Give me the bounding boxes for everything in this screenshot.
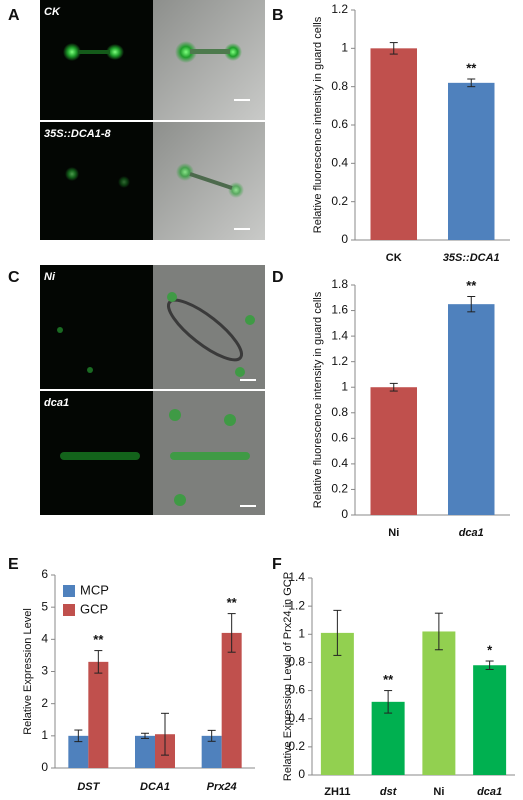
y-tick-label: 1 bbox=[41, 728, 48, 742]
y-tick-label: 0.8 bbox=[288, 655, 305, 669]
panel-label: F bbox=[272, 556, 282, 573]
x-tick-label: CK bbox=[386, 252, 402, 264]
y-tick-label: 0.8 bbox=[331, 405, 348, 419]
significance-label: ** bbox=[93, 632, 104, 647]
bar bbox=[320, 632, 354, 775]
bar bbox=[221, 632, 242, 768]
bar bbox=[448, 304, 495, 515]
y-tick-label: 2 bbox=[41, 696, 48, 710]
significance-label: ** bbox=[466, 278, 477, 293]
y-tick-label: 0.6 bbox=[331, 117, 348, 131]
x-tick-label: Ni bbox=[433, 786, 444, 798]
bar bbox=[135, 735, 155, 768]
y-tick-label: 0.4 bbox=[288, 711, 305, 725]
x-tick-label: DCA1 bbox=[140, 781, 170, 793]
legend-label: GCP bbox=[80, 601, 108, 616]
y-tick-label: 0.6 bbox=[288, 683, 305, 697]
y-tick-label: 1.2 bbox=[331, 354, 348, 368]
bar bbox=[370, 48, 417, 241]
bar bbox=[88, 661, 109, 768]
micrograph-c bbox=[40, 265, 265, 515]
y-tick-label: 1 bbox=[341, 41, 348, 55]
y-tick-label: 3 bbox=[41, 664, 48, 678]
micrograph-a bbox=[40, 0, 265, 240]
x-tick-label: Prx24 bbox=[207, 781, 237, 793]
bar bbox=[422, 631, 456, 775]
significance-label: ** bbox=[227, 595, 238, 610]
y-tick-label: 1.8 bbox=[331, 277, 348, 291]
significance-label: ** bbox=[383, 672, 394, 687]
y-tick-label: 1.2 bbox=[331, 2, 348, 16]
y-tick-label: 4 bbox=[41, 632, 48, 646]
image-label: CK bbox=[44, 6, 61, 18]
x-tick-label: 35S::DCA1 bbox=[443, 252, 500, 264]
x-tick-label: dst bbox=[380, 786, 398, 798]
y-tick-label: 1.4 bbox=[331, 328, 348, 342]
y-tick-label: 0.2 bbox=[331, 482, 348, 496]
y-tick-label: 0.2 bbox=[288, 739, 305, 753]
x-tick-label: DST bbox=[77, 781, 100, 793]
legend-swatch bbox=[63, 585, 75, 597]
y-tick-label: 0.8 bbox=[331, 79, 348, 93]
y-tick-label: 0 bbox=[41, 760, 48, 774]
y-tick-label: 0.2 bbox=[331, 194, 348, 208]
legend-label: MCP bbox=[80, 582, 109, 597]
y-tick-label: 1.2 bbox=[288, 598, 305, 612]
x-tick-label: ZH11 bbox=[324, 786, 350, 798]
y-tick-label: 0.4 bbox=[331, 156, 348, 170]
bar bbox=[473, 665, 507, 775]
bar bbox=[201, 735, 222, 768]
bar bbox=[68, 735, 89, 768]
y-tick-label: 1 bbox=[298, 626, 305, 640]
panel-label: D bbox=[272, 269, 284, 286]
panel-label: C bbox=[8, 269, 20, 286]
y-tick-label: 5 bbox=[41, 599, 48, 613]
bar bbox=[370, 387, 417, 515]
significance-label: ** bbox=[466, 60, 477, 75]
x-tick-label: dca1 bbox=[459, 527, 484, 539]
y-axis-label: Relative Expression Level bbox=[22, 608, 34, 735]
image-label: 35S::DCA1-8 bbox=[44, 128, 112, 140]
bar bbox=[448, 82, 495, 240]
y-axis-label: Relative Expression Level of Prx24 in GC… bbox=[282, 572, 294, 781]
panel-label: E bbox=[8, 556, 19, 573]
y-tick-label: 1.4 bbox=[288, 570, 305, 584]
y-axis-label: Relative fluorescence intensity in guard… bbox=[312, 16, 324, 233]
significance-label: * bbox=[487, 642, 493, 657]
y-tick-label: 0 bbox=[341, 232, 348, 246]
panel-label: B bbox=[272, 7, 284, 24]
image-label: Ni bbox=[44, 271, 56, 283]
y-tick-label: 0.4 bbox=[331, 456, 348, 470]
y-tick-label: 1.6 bbox=[331, 303, 348, 317]
panel-label: A bbox=[8, 7, 20, 24]
y-axis-label: Relative fluorescence intensity in guard… bbox=[312, 291, 324, 508]
x-tick-label: Ni bbox=[388, 527, 399, 539]
image-label: dca1 bbox=[44, 397, 69, 409]
y-tick-label: 1 bbox=[341, 379, 348, 393]
y-tick-label: 0.6 bbox=[331, 431, 348, 445]
y-tick-label: 6 bbox=[41, 567, 48, 581]
x-tick-label: dca1 bbox=[477, 786, 502, 798]
y-tick-label: 0 bbox=[341, 507, 348, 521]
bar bbox=[371, 701, 405, 775]
y-tick-label: 0 bbox=[298, 767, 305, 781]
legend-swatch bbox=[63, 604, 75, 616]
